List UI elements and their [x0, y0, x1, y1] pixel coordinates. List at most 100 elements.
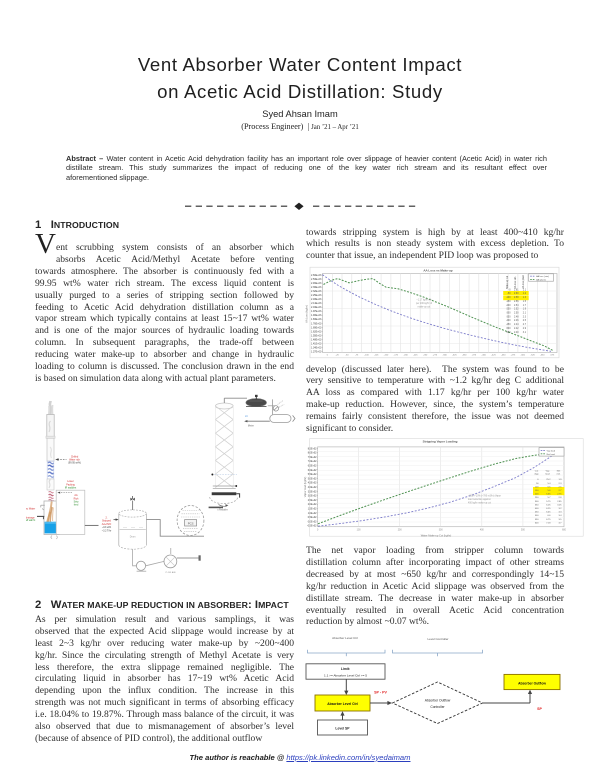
svg-text:2.18E+03: 2.18E+03: [311, 298, 322, 301]
svg-text:2.8: 2.8: [558, 497, 562, 499]
svg-text:x Reboiler: x Reboiler: [217, 508, 228, 511]
svg-text:~1.17 kg/hr AA: ~1.17 kg/hr AA: [416, 299, 432, 302]
svg-text:2.44: 2.44: [514, 324, 519, 326]
svg-text:6.6: 6.6: [547, 515, 551, 517]
svg-text:1.2: 1.2: [523, 293, 527, 295]
svg-text:Strip: Strip: [74, 501, 79, 504]
svg-text:Half wall ht: Half wall ht: [26, 519, 36, 522]
svg-text:1.97E+03: 1.97E+03: [311, 310, 322, 313]
svg-text:1.9: 1.9: [558, 479, 562, 481]
svg-text:3.5: 3.5: [558, 519, 562, 521]
svg-text:-25: -25: [336, 354, 340, 356]
svg-text:3.1: 3.1: [523, 332, 527, 334]
svg-text:-475: -475: [511, 354, 516, 356]
svg-text:400 kg/hr make-up cut: 400 kg/hr make-up cut: [468, 502, 491, 505]
svg-text:Rich: Rich: [74, 497, 79, 500]
svg-text:-325: -325: [452, 354, 457, 356]
svg-text:1.27E+03: 1.27E+03: [311, 350, 322, 353]
svg-text:5.0E+02: 5.0E+02: [308, 478, 317, 480]
svg-text:25.2: 25.2: [546, 479, 551, 481]
svg-text:Absorber Level Ctrl: Absorber Level Ctrl: [327, 702, 358, 706]
svg-text:2.0E+02: 2.0E+02: [308, 504, 317, 506]
svg-text:2.46: 2.46: [514, 320, 519, 322]
svg-text:2.25E+03: 2.25E+03: [311, 294, 322, 297]
svg-text:(99.95 wt%): (99.95 wt%): [68, 462, 81, 465]
svg-text:2.56: 2.56: [514, 301, 519, 303]
svg-text:0: 0: [317, 529, 319, 531]
svg-text:-575: -575: [550, 354, 555, 356]
svg-text:Rec Water: Rec Water: [26, 507, 35, 510]
svg-text:5.5E+02: 5.5E+02: [308, 474, 317, 476]
svg-text:5.75: 5.75: [546, 501, 551, 503]
svg-text:2.1: 2.1: [523, 313, 527, 315]
svg-text:Water Make-up Cut (kg/hr): Water Make-up Cut (kg/hr): [421, 534, 452, 538]
svg-text:1.41E+03: 1.41E+03: [311, 342, 322, 345]
svg-text:5.4: 5.4: [547, 483, 551, 485]
svg-text:LC: LC: [245, 415, 248, 418]
svg-text:Lower: Lower: [67, 480, 74, 483]
svg-text:2.3: 2.3: [523, 316, 527, 318]
svg-text:4.0E+02: 4.0E+02: [308, 487, 317, 489]
svg-text:Meter: Meter: [248, 424, 254, 427]
svg-text:1.5: 1.5: [523, 301, 527, 303]
svg-text:-100: -100: [506, 297, 511, 299]
svg-text:-175: -175: [394, 354, 399, 356]
svg-text:~16 wt%: ~16 wt%: [102, 526, 112, 529]
svg-text:7.5E+02: 7.5E+02: [308, 457, 317, 459]
svg-text:load reduction against: load reduction against: [468, 498, 491, 501]
svg-text:-400: -400: [506, 320, 511, 322]
svg-text:1.83E+03: 1.83E+03: [311, 318, 322, 321]
svg-text:2.42: 2.42: [514, 328, 519, 330]
svg-text:450: 450: [535, 512, 539, 514]
svg-text:2.39E+03: 2.39E+03: [311, 286, 322, 289]
svg-text:red.: red.: [557, 472, 561, 475]
svg-text:3.4: 3.4: [558, 515, 562, 517]
svg-text:2.5: 2.5: [523, 320, 527, 322]
svg-text:-425: -425: [491, 354, 496, 356]
svg-text:250: 250: [535, 497, 539, 499]
svg-text:1.48E+03: 1.48E+03: [311, 338, 322, 341]
svg-text:50: 50: [536, 483, 539, 485]
svg-text:-300: -300: [442, 354, 447, 356]
svg-text:2.50: 2.50: [514, 313, 519, 315]
svg-text:AA Loss (kg/hr): AA Loss (kg/hr): [305, 305, 309, 323]
svg-text:5.7: 5.7: [547, 497, 551, 499]
svg-text:-450: -450: [501, 354, 506, 356]
svg-text:PCS: PCS: [188, 521, 194, 525]
svg-text:AA Loss vs Make-up: AA Loss vs Make-up: [423, 268, 452, 272]
svg-text:IR saddles: IR saddles: [65, 486, 77, 489]
svg-text:2.75: 2.75: [557, 494, 562, 496]
svg-text:200: 200: [535, 494, 539, 496]
svg-text:-125: -125: [374, 354, 379, 356]
svg-text:400: 400: [535, 508, 539, 510]
svg-text:5.6: 5.6: [547, 490, 551, 492]
svg-text:0.0E+02: 0.0E+02: [308, 521, 317, 523]
svg-text:6.45: 6.45: [546, 512, 551, 514]
svg-text:5.65: 5.65: [546, 494, 551, 496]
svg-text:3.5E+02: 3.5E+02: [308, 491, 317, 493]
svg-text:Absorber Outflow: Absorber Outflow: [518, 681, 546, 685]
svg-text:3.7: 3.7: [558, 522, 562, 524]
svg-text:2.11E+03: 2.11E+03: [311, 302, 322, 305]
svg-text:SP - PV: SP - PV: [374, 691, 387, 695]
svg-text:Water rich: Water rich: [69, 458, 80, 461]
svg-text:SP: SP: [537, 707, 542, 711]
svg-text:300: 300: [535, 501, 539, 503]
svg-text:2.04E+03: 2.04E+03: [311, 306, 322, 309]
svg-text:3.05: 3.05: [557, 504, 562, 506]
svg-text:3.2: 3.2: [558, 508, 562, 510]
svg-text:100: 100: [357, 529, 362, 531]
svg-text:3.0E+02: 3.0E+02: [308, 496, 317, 498]
svg-text:1.34E+03: 1.34E+03: [311, 346, 322, 349]
svg-text:0: 0: [537, 479, 539, 481]
svg-text:350: 350: [535, 504, 539, 506]
svg-text:P-101 A/B: P-101 A/B: [166, 571, 176, 574]
svg-text:-250: -250: [423, 354, 428, 356]
svg-text:2.53E+03: 2.53E+03: [311, 278, 322, 281]
svg-text:-50: -50: [507, 293, 511, 295]
svg-text:100: 100: [535, 486, 539, 488]
svg-text:-200: -200: [506, 305, 511, 307]
svg-text:Cut: Cut: [535, 470, 539, 473]
svg-text:2.61: 2.61: [514, 289, 519, 291]
svg-text:2.32E+03: 2.32E+03: [311, 290, 322, 293]
